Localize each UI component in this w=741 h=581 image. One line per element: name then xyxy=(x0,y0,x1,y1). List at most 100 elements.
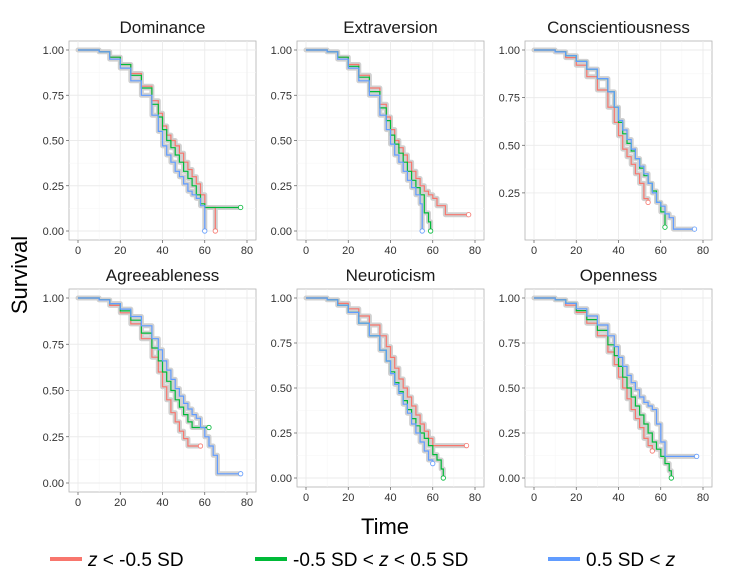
curve-high xyxy=(534,297,697,457)
y-tick-label: 1.00 xyxy=(43,293,64,305)
x-tick-label: 40 xyxy=(156,497,168,509)
panel-3: 0 20 40 60 80 0.00 0.25 0.50 0.75 1.00 Agreeablene… xyxy=(43,266,257,509)
y-tick-label: 0.50 xyxy=(271,136,292,148)
panel-title: Agreeableness xyxy=(106,266,219,285)
legend-item-low: z < -0.5 SD xyxy=(50,550,184,571)
x-tick-label: 80 xyxy=(469,245,481,257)
legend-label: 0.5 SD < z xyxy=(586,550,676,571)
x-tick-label: 0 xyxy=(531,492,537,504)
x-tick-label: 60 xyxy=(655,245,667,257)
x-tick-label: 60 xyxy=(199,497,211,509)
x-tick-label: 60 xyxy=(199,245,211,257)
y-tick-label: 0.50 xyxy=(43,136,64,148)
y-tick-label: 1.00 xyxy=(499,293,520,305)
y-tick-label: 1.00 xyxy=(499,45,520,57)
x-tick-label: 80 xyxy=(241,497,253,509)
curve-mid xyxy=(78,49,241,209)
censor-mark-low xyxy=(463,442,470,449)
censor-mark-mid xyxy=(206,424,212,431)
panel-2: 0 20 40 60 80 0.25 0.50 0.75 1.00 Conscientiousne… xyxy=(499,18,713,257)
y-tick-label: 0.25 xyxy=(271,428,292,440)
x-tick-label: 0 xyxy=(303,492,309,504)
panel-0: 0 20 40 60 80 0.00 0.25 0.50 0.75 1.00 Dominance xyxy=(43,18,257,257)
x-tick-label: 40 xyxy=(612,492,624,504)
y-tick-label: 1.00 xyxy=(43,45,64,57)
y-tick-label: 0.50 xyxy=(271,383,292,395)
x-tick-label: 20 xyxy=(570,492,582,504)
legend-item-mid: -0.5 SD < z < 0.5 SD xyxy=(255,550,468,571)
x-tick-label: 20 xyxy=(570,245,582,257)
panel-5: 0 20 40 60 80 0.00 0.25 0.50 0.75 1.00 Openness xyxy=(499,266,713,504)
x-tick-label: 40 xyxy=(612,245,624,257)
censor-mark-high xyxy=(694,453,700,459)
censor-mark-low xyxy=(645,199,651,206)
x-tick-label: 60 xyxy=(655,492,667,504)
legend-label: -0.5 SD < z < 0.5 SD xyxy=(293,550,468,571)
y-tick-label: 0.75 xyxy=(499,338,520,350)
y-tick-label: 0.00 xyxy=(499,473,520,485)
x-tick-label: 80 xyxy=(241,245,253,257)
y-tick-label: 0.00 xyxy=(271,473,292,485)
x-tick-label: 20 xyxy=(114,245,126,257)
y-tick-label: 0.75 xyxy=(43,339,64,351)
y-tick-label: 1.00 xyxy=(271,293,292,305)
curve-low xyxy=(306,297,467,447)
censor-mark-high xyxy=(691,226,698,232)
y-tick-label: 0.50 xyxy=(499,140,520,152)
panel-title: Openness xyxy=(580,266,658,285)
y-tick-label: 0.00 xyxy=(43,478,64,490)
curve-high xyxy=(306,49,423,231)
x-tick-label: 20 xyxy=(342,492,354,504)
censor-mark-high xyxy=(238,471,244,477)
x-tick-label: 0 xyxy=(75,245,81,257)
x-tick-label: 40 xyxy=(384,492,396,504)
censor-mark-low xyxy=(466,212,472,218)
y-tick-label: 0.25 xyxy=(43,181,64,193)
censor-mark-mid xyxy=(428,228,434,234)
x-tick-label: 80 xyxy=(469,492,481,504)
censor-mark-low xyxy=(197,443,204,449)
x-tick-label: 0 xyxy=(531,245,537,257)
y-tick-label: 0.75 xyxy=(499,93,520,105)
panels-group: 0 20 40 60 80 0.00 0.25 0.50 0.75 1.00 Dominance 0 2… xyxy=(43,18,713,509)
panel-1: 0 20 40 60 80 0.00 0.25 0.50 0.75 1.00 Extraversio… xyxy=(271,18,485,257)
y-tick-label: 0.75 xyxy=(271,90,292,102)
y-tick-label: 0.75 xyxy=(271,338,292,350)
panel-title: Conscientiousness xyxy=(547,18,690,37)
x-tick-label: 20 xyxy=(114,497,126,509)
y-tick-label: 0.25 xyxy=(499,188,520,200)
panel-title: Dominance xyxy=(120,18,206,37)
panel-title: Neuroticism xyxy=(346,266,436,285)
legend-label: z < -0.5 SD xyxy=(87,550,184,571)
y-tick-label: 0.00 xyxy=(271,226,292,238)
curve-high xyxy=(534,49,695,230)
x-tick-label: 40 xyxy=(156,245,168,257)
censor-mark-mid xyxy=(238,204,244,211)
y-tick-label: 0.25 xyxy=(271,181,292,193)
censor-mark-mid xyxy=(440,475,446,481)
x-tick-label: 80 xyxy=(697,245,709,257)
y-tick-label: 0.75 xyxy=(43,90,64,102)
y-axis-title: Survival xyxy=(7,236,32,314)
x-tick-label: 0 xyxy=(75,497,81,509)
x-tick-label: 40 xyxy=(384,245,396,257)
x-axis-title: Time xyxy=(361,514,409,539)
x-tick-label: 20 xyxy=(342,245,354,257)
censor-mark-mid xyxy=(668,475,674,481)
legend: z < -0.5 SD -0.5 SD < z < 0.5 SD 0.5 SD < … xyxy=(50,550,676,571)
panel-4: 0 20 40 60 80 0.00 0.25 0.50 0.75 1.00 Neuroticism xyxy=(271,266,485,504)
y-tick-label: 0.50 xyxy=(499,383,520,395)
censor-mark-high xyxy=(419,228,425,234)
curve-high xyxy=(306,297,434,464)
y-tick-label: 0.00 xyxy=(43,226,64,238)
y-tick-label: 1.00 xyxy=(271,45,292,57)
x-tick-label: 0 xyxy=(303,245,309,257)
x-tick-label: 60 xyxy=(427,492,439,504)
censor-mark-mid xyxy=(662,224,668,230)
curve-low xyxy=(306,49,469,216)
panel-title: Extraversion xyxy=(343,18,437,37)
x-tick-label: 80 xyxy=(697,492,709,504)
curve-high xyxy=(78,49,206,231)
censor-mark-low xyxy=(212,228,218,234)
